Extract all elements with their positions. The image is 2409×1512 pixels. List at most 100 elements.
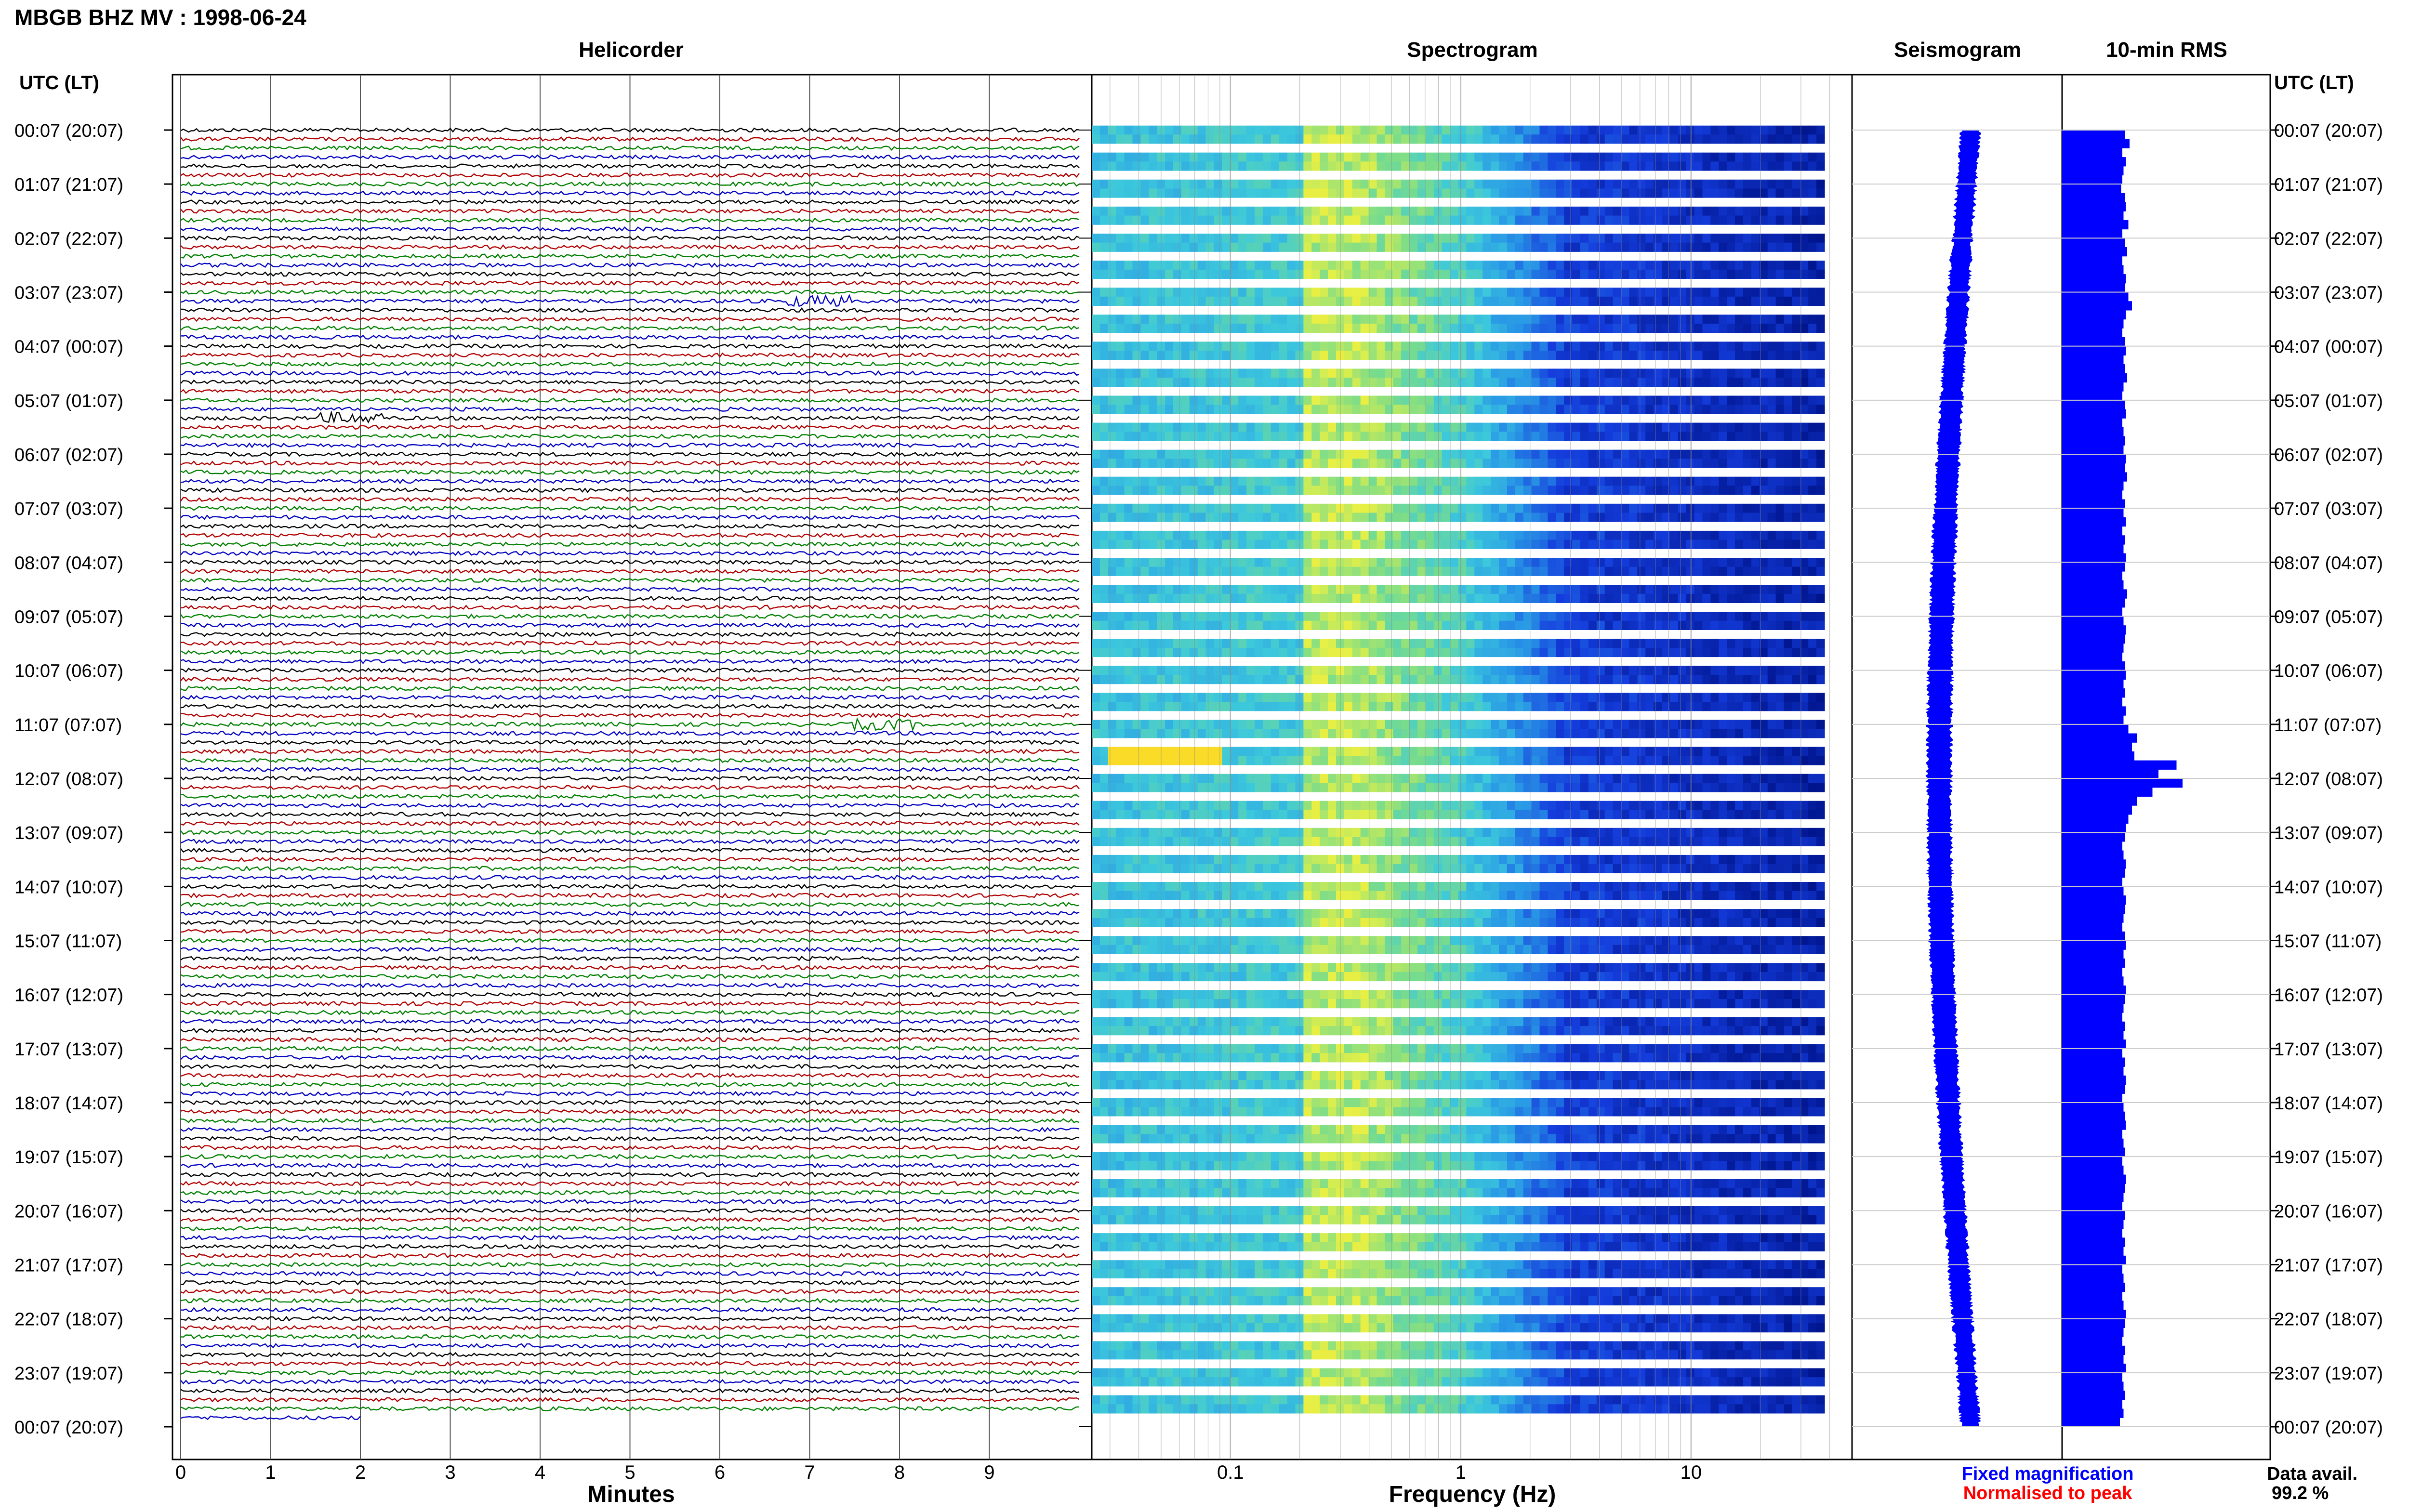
- spectrogram-cell: [1604, 503, 1614, 513]
- spectrogram-cell: [1588, 152, 1597, 162]
- spectrogram-cell: [1108, 395, 1117, 405]
- spectrogram-cell: [1466, 152, 1475, 162]
- spectrogram-cell: [1417, 242, 1426, 252]
- spectrogram-cell: [1230, 152, 1239, 162]
- spectrogram-cell: [1173, 351, 1182, 360]
- spectrogram-cell: [1222, 206, 1231, 216]
- spectrogram-cell: [1466, 666, 1475, 675]
- spectrogram-cell: [1686, 585, 1695, 594]
- spectrogram-cell: [1588, 432, 1597, 441]
- spectrogram-cell: [1735, 422, 1744, 432]
- spectrogram-cell: [1311, 666, 1320, 675]
- spectrogram-cell: [1328, 539, 1337, 549]
- spectrogram-cell: [1621, 693, 1629, 702]
- spectrogram-cell: [1116, 161, 1125, 171]
- spectrogram-cell: [1246, 828, 1255, 837]
- spectrogram-cell: [1328, 530, 1337, 540]
- spectrogram-cell: [1425, 801, 1434, 810]
- spectrogram-cell: [1271, 378, 1280, 387]
- helicorder-row-trace: [180, 1343, 1080, 1349]
- spectrogram-cell: [1409, 639, 1418, 648]
- spectrogram-cell: [1352, 558, 1361, 567]
- spectrogram-cell: [1751, 639, 1760, 648]
- spectrogram-cell: [1621, 593, 1629, 603]
- spectrogram-cell: [1205, 747, 1215, 756]
- spectrogram-cell: [1515, 585, 1524, 594]
- spectrogram-cell: [1792, 288, 1800, 297]
- spectrogram-cell: [1108, 585, 1117, 594]
- spectrogram-cell: [1816, 693, 1825, 702]
- spectrogram-cell: [1238, 585, 1247, 594]
- spectrogram-cell: [1669, 566, 1679, 576]
- spectrogram-cell: [1727, 828, 1735, 837]
- spectrogram-cell: [1629, 756, 1638, 765]
- spectrogram-cell: [1132, 503, 1141, 513]
- spectrogram-cell: [1727, 315, 1735, 324]
- spectrogram-cell: [1320, 720, 1328, 729]
- spectrogram-cell: [1588, 215, 1597, 225]
- spectrogram-cell: [1531, 593, 1540, 603]
- spectrogram-cell: [1499, 315, 1508, 324]
- spectrogram-cell: [1767, 206, 1776, 216]
- spectrogram-cell: [1092, 729, 1100, 738]
- spectrogram-cell: [1181, 315, 1190, 324]
- spectrogram-cell: [1669, 432, 1679, 441]
- spectrogram-cell: [1767, 774, 1776, 783]
- spectrogram-cell: [1393, 729, 1402, 738]
- spectrogram-cell: [1132, 269, 1141, 279]
- spectrogram-cell: [1320, 693, 1328, 702]
- spectrogram-cell: [1743, 620, 1752, 630]
- spectrogram-cell: [1580, 720, 1589, 729]
- spectrogram-cell: [1710, 801, 1719, 810]
- spectrogram-cell: [1425, 405, 1434, 414]
- spectrogram-cell: [1629, 513, 1638, 522]
- spectrogram-cell: [1784, 351, 1792, 360]
- spectrogram-cell: [1140, 566, 1149, 576]
- spectrogram-cell: [1743, 269, 1752, 279]
- spectrogram-cell: [1433, 459, 1443, 468]
- spectrogram-cell: [1775, 288, 1785, 297]
- spectrogram-cell: [1344, 378, 1353, 387]
- spectrogram-cell: [1531, 747, 1540, 756]
- spectrogram-cell: [1759, 234, 1768, 243]
- spectrogram-cell: [1099, 449, 1109, 459]
- spectrogram-cell: [1165, 702, 1174, 711]
- spectrogram-cell: [1645, 585, 1654, 594]
- spectrogram-cell: [1352, 620, 1361, 630]
- spectrogram-cell: [1108, 693, 1117, 702]
- helicorder-row-trace: [180, 1109, 1080, 1115]
- spectrogram-cell: [1287, 666, 1296, 675]
- spectrogram-cell: [1474, 206, 1483, 216]
- spectrogram-cell: [1678, 566, 1687, 576]
- spectrogram-cell: [1222, 476, 1231, 486]
- spectrogram-cell: [1140, 368, 1149, 378]
- spectrogram-cell: [1149, 215, 1157, 225]
- spectrogram-cell: [1255, 647, 1263, 657]
- spectrogram-cell: [1604, 315, 1614, 324]
- spectrogram-cell: [1458, 432, 1467, 441]
- spectrogram-cell: [1450, 585, 1459, 594]
- spectrogram-cell: [1499, 378, 1508, 387]
- spectrogram-cell: [1092, 395, 1100, 405]
- spectrogram-cell: [1482, 530, 1491, 540]
- spectrogram-cell: [1279, 315, 1288, 324]
- spectrogram-cell: [1458, 647, 1467, 657]
- spectrogram-cell: [1320, 666, 1328, 675]
- spectrogram-cell: [1360, 747, 1369, 756]
- spectrogram-cell: [1702, 432, 1711, 441]
- spectrogram-cell: [1523, 242, 1532, 252]
- spectrogram-cell: [1140, 449, 1149, 459]
- spectrogram-cell: [1482, 566, 1491, 576]
- spectrogram-cell: [1271, 675, 1280, 684]
- spectrogram-cell: [1255, 486, 1263, 495]
- spectrogram-cell: [1678, 828, 1687, 837]
- spectrogram-cell: [1377, 215, 1385, 225]
- spectrogram-cell: [1702, 179, 1711, 189]
- spectrogram-cell: [1320, 539, 1328, 549]
- spectrogram-cell: [1458, 269, 1467, 279]
- spectrogram-cell: [1092, 351, 1100, 360]
- spectrogram-cell: [1433, 810, 1443, 819]
- spectrogram-cell: [1262, 828, 1271, 837]
- spectrogram-cell: [1588, 378, 1597, 387]
- spectrogram-cell: [1719, 351, 1727, 360]
